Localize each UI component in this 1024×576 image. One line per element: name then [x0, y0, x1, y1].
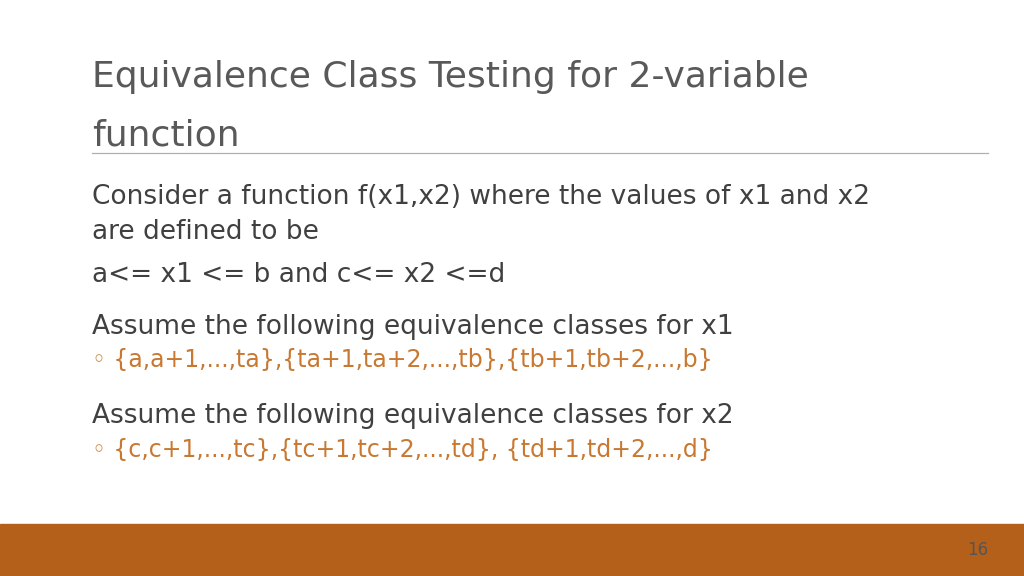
- Text: function: function: [92, 118, 240, 152]
- Text: Assume the following equivalence classes for x2: Assume the following equivalence classes…: [92, 403, 734, 429]
- Text: ◦ {a,a+1,...,ta},{ta+1,ta+2,...,tb},{tb+1,tb+2,...,b}: ◦ {a,a+1,...,ta},{ta+1,ta+2,...,tb},{tb+…: [92, 348, 713, 373]
- Text: Equivalence Class Testing for 2-variable: Equivalence Class Testing for 2-variable: [92, 60, 809, 94]
- Text: ◦ {c,c+1,...,tc},{tc+1,tc+2,...,td}, {td+1,td+2,...,d}: ◦ {c,c+1,...,tc},{tc+1,tc+2,...,td}, {td…: [92, 438, 713, 462]
- Text: Consider a function f(x1,x2) where the values of x1 and x2
are defined to be: Consider a function f(x1,x2) where the v…: [92, 184, 870, 245]
- Text: a<= x1 <= b and c<= x2 <=d: a<= x1 <= b and c<= x2 <=d: [92, 262, 506, 288]
- Text: Assume the following equivalence classes for x1: Assume the following equivalence classes…: [92, 314, 734, 340]
- Text: 16: 16: [967, 541, 988, 559]
